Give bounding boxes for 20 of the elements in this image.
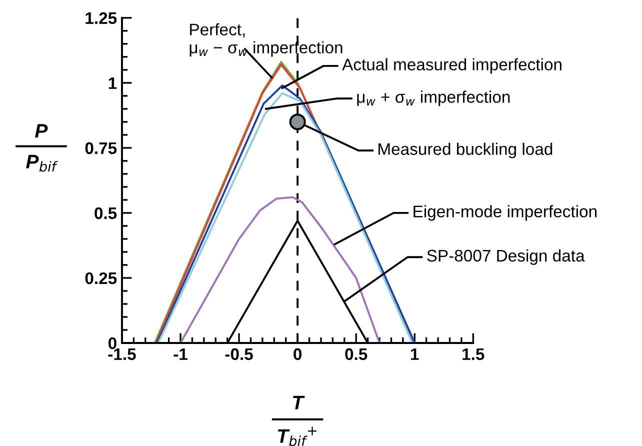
x-tick-label: -0.5 xyxy=(225,348,253,360)
annotation: Measured buckling load xyxy=(378,142,552,158)
y-tick-label: 0 xyxy=(108,337,116,350)
x-tick-label: 1.5 xyxy=(462,348,484,360)
y-tick-label: 0.25 xyxy=(85,272,117,284)
x-tick-label: -1 xyxy=(174,348,188,360)
y-axis-title: P P$_{bif}$ xyxy=(26,124,58,172)
y-tick-label: 0.75 xyxy=(85,142,117,154)
x-tick-label: 0 xyxy=(294,348,302,360)
y-tick-label: 1 xyxy=(108,77,117,89)
annotation: SP-8007 Design data xyxy=(427,249,585,265)
x-tick-label: -1.5 xyxy=(108,348,136,360)
annotation: Actual measured imperfection xyxy=(342,58,562,74)
x-tick-label: 1 xyxy=(411,348,419,360)
x-tick-label: 0.5 xyxy=(345,348,368,360)
annotation: μ$_{w}$ + σ$_{w}$ imperfection xyxy=(357,90,510,106)
x-axis-title: T T$_{bif}$$^{+}$ xyxy=(278,396,317,446)
annotation: Eigen-mode imperfection xyxy=(414,205,596,221)
y-tick-label: 1.25 xyxy=(86,12,117,24)
y-tick-label: 0.5 xyxy=(94,207,117,220)
